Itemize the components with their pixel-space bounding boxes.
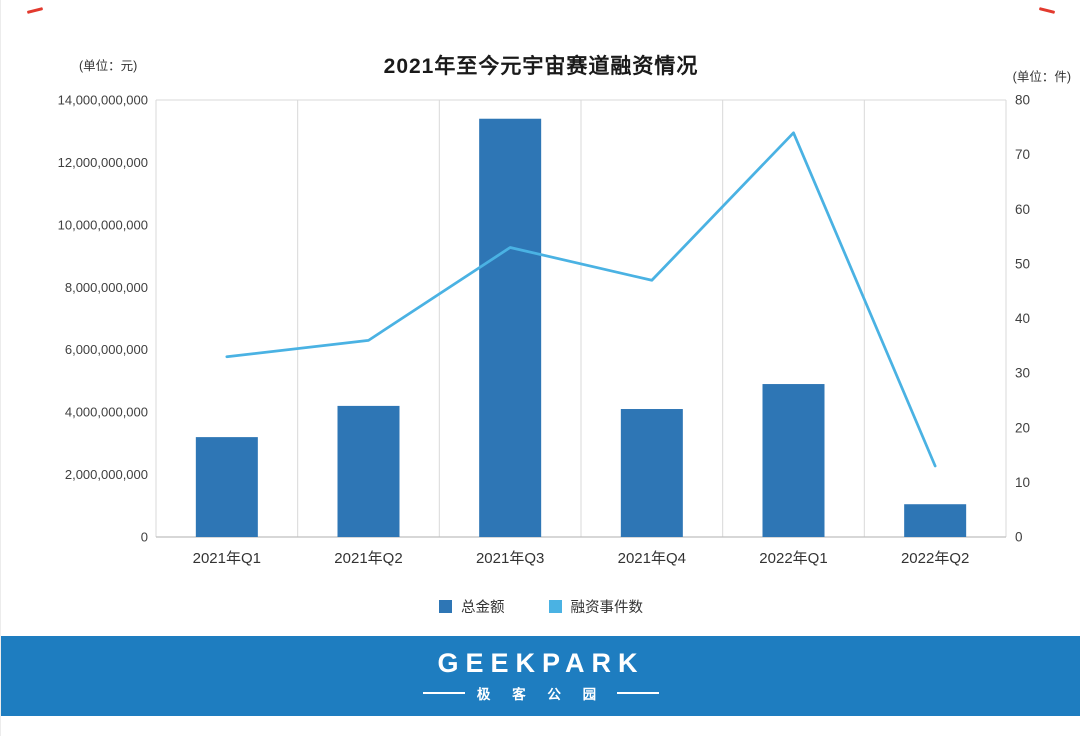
legend-item-event-count: 融资事件数 [548, 596, 644, 617]
bar-total-amount [337, 405, 400, 537]
footer-banner: GEEKPARK 极 客 公 园 [1, 636, 1080, 716]
brand-logo-text: GEEKPARK [437, 647, 645, 678]
left-axis-tick-label: 10,000,000,000 [58, 217, 148, 232]
right-axis-tick-label: 50 [1015, 256, 1030, 271]
x-axis-category-label: 2022年Q1 [759, 550, 827, 567]
right-axis-unit-label: (单位：件) [1012, 70, 1071, 84]
brand-chinese-label: 极 客 公 园 [476, 687, 606, 703]
crop-mark-right [1038, 7, 1056, 14]
bar-total-amount [762, 384, 825, 537]
left-axis-tick-label: 2,000,000,000 [65, 467, 148, 482]
bar-total-amount [620, 409, 683, 537]
x-axis-category-label: 2021年Q1 [193, 550, 261, 567]
chart-legend: 总金额 融资事件数 [1, 596, 1080, 617]
legend-label-bar: 总金额 [461, 600, 505, 616]
legend-label-line: 融资事件数 [570, 600, 644, 616]
x-axis-category-label: 2021年Q2 [334, 550, 402, 567]
combo-chart: 0 2,000,000,000 4,000,000,000 6,000,000,000… [58, 93, 1030, 568]
legend-swatch-bar [439, 600, 452, 613]
brand-logo-chinese: 极 客 公 园 [422, 683, 660, 703]
brand-line-right-icon [617, 692, 660, 695]
right-axis-tick-label: 20 [1015, 420, 1030, 435]
left-axis-tick-label: 6,000,000,000 [65, 342, 148, 357]
x-axis-category-label: 2021年Q4 [618, 550, 686, 567]
left-axis-tick-label: 8,000,000,000 [65, 280, 148, 295]
chart-title: 2021年至今元宇宙赛道融资情况 [383, 55, 699, 78]
right-axis-tick-label: 30 [1015, 366, 1030, 381]
left-axis-tick-label: 12,000,000,000 [58, 155, 148, 170]
x-axis-category-label: 2022年Q2 [901, 550, 969, 567]
crop-mark-left [26, 7, 44, 14]
right-axis-tick-label: 0 [1015, 530, 1023, 545]
line-financing-event-count [225, 131, 937, 468]
brand-line-left-icon [422, 692, 465, 695]
right-axis-tick-label: 60 [1015, 202, 1030, 217]
bar-total-amount [195, 437, 258, 537]
left-axis-unit-label: (单位：元) [79, 59, 138, 73]
right-axis-tick-label: 70 [1015, 147, 1030, 162]
left-axis-tick-label: 14,000,000,000 [58, 93, 148, 108]
x-axis-category-label: 2021年Q3 [476, 550, 544, 567]
bar-total-amount [904, 504, 967, 537]
legend-swatch-line [548, 600, 562, 613]
left-axis-tick-label: 0 [141, 530, 148, 545]
right-axis-tick-label: 10 [1015, 475, 1030, 490]
right-axis-tick-label: 80 [1015, 93, 1030, 108]
left-axis-tick-label: 4,000,000,000 [65, 405, 148, 420]
bar-total-amount [479, 118, 542, 537]
right-axis-tick-label: 40 [1015, 311, 1030, 326]
legend-item-total-amount: 总金额 [439, 596, 505, 617]
